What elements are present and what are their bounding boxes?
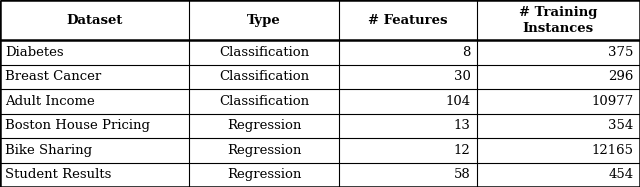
Text: Classification: Classification bbox=[219, 46, 309, 59]
Text: Adult Income: Adult Income bbox=[5, 95, 95, 108]
Text: # Features: # Features bbox=[368, 14, 448, 27]
Text: 58: 58 bbox=[454, 168, 470, 181]
Text: 104: 104 bbox=[445, 95, 470, 108]
Text: 354: 354 bbox=[609, 119, 634, 132]
Text: Bike Sharing: Bike Sharing bbox=[5, 144, 92, 157]
Text: Type: Type bbox=[247, 14, 281, 27]
Text: 10977: 10977 bbox=[591, 95, 634, 108]
Text: 30: 30 bbox=[454, 70, 470, 83]
Text: 375: 375 bbox=[608, 46, 634, 59]
Text: Classification: Classification bbox=[219, 70, 309, 83]
Text: 12: 12 bbox=[454, 144, 470, 157]
Text: Regression: Regression bbox=[227, 119, 301, 132]
Text: 8: 8 bbox=[462, 46, 470, 59]
Text: Student Results: Student Results bbox=[5, 168, 111, 181]
Text: Dataset: Dataset bbox=[66, 14, 123, 27]
Text: Diabetes: Diabetes bbox=[5, 46, 64, 59]
Text: 12165: 12165 bbox=[591, 144, 634, 157]
Text: Regression: Regression bbox=[227, 144, 301, 157]
Text: # Training
Instances: # Training Instances bbox=[519, 6, 598, 35]
Text: Boston House Pricing: Boston House Pricing bbox=[5, 119, 150, 132]
Text: 13: 13 bbox=[454, 119, 470, 132]
Text: Classification: Classification bbox=[219, 95, 309, 108]
Text: Breast Cancer: Breast Cancer bbox=[5, 70, 101, 83]
Text: Regression: Regression bbox=[227, 168, 301, 181]
Text: 454: 454 bbox=[609, 168, 634, 181]
Text: 296: 296 bbox=[608, 70, 634, 83]
